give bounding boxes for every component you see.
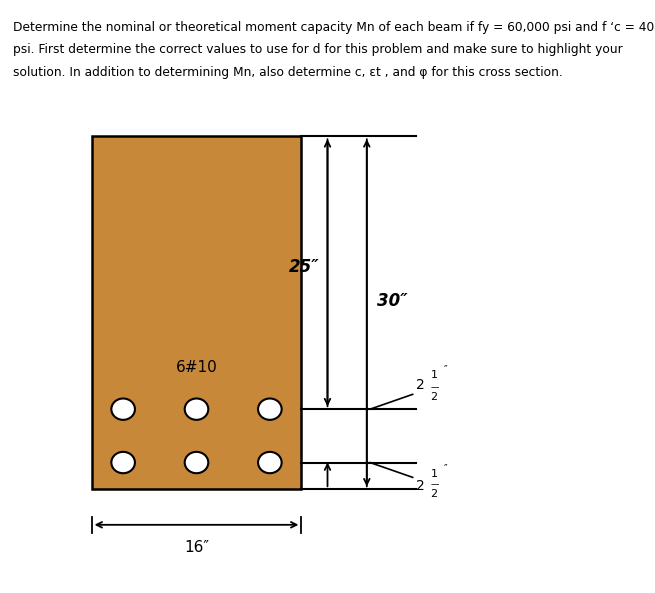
Text: —: — bbox=[430, 480, 439, 489]
Text: 1: 1 bbox=[430, 470, 438, 479]
Bar bbox=[92, 136, 301, 489]
Text: 16″: 16″ bbox=[184, 540, 209, 554]
Text: 25″: 25″ bbox=[290, 258, 320, 276]
Text: psi. First determine the correct values to use for d for this problem and make s: psi. First determine the correct values … bbox=[13, 43, 623, 56]
Circle shape bbox=[258, 398, 282, 420]
Text: ″: ″ bbox=[443, 365, 447, 374]
Text: 6#10: 6#10 bbox=[176, 360, 217, 375]
Circle shape bbox=[258, 452, 282, 473]
Text: Determine the nominal or theoretical moment capacity Mn of each beam if fy = 60,: Determine the nominal or theoretical mom… bbox=[13, 21, 655, 34]
Circle shape bbox=[185, 398, 208, 420]
Text: 2: 2 bbox=[416, 378, 424, 393]
Text: 1: 1 bbox=[430, 371, 438, 380]
Text: solution. In addition to determining Mn, also determine c, εt , and φ for this c: solution. In addition to determining Mn,… bbox=[13, 66, 563, 79]
Circle shape bbox=[185, 452, 208, 473]
Text: ″: ″ bbox=[443, 464, 447, 473]
Circle shape bbox=[111, 452, 135, 473]
Text: 2: 2 bbox=[430, 489, 438, 499]
Text: —: — bbox=[430, 382, 439, 392]
Text: 30″: 30″ bbox=[377, 292, 407, 310]
Text: 2: 2 bbox=[430, 393, 438, 402]
Text: 2: 2 bbox=[416, 479, 424, 493]
Circle shape bbox=[111, 398, 135, 420]
